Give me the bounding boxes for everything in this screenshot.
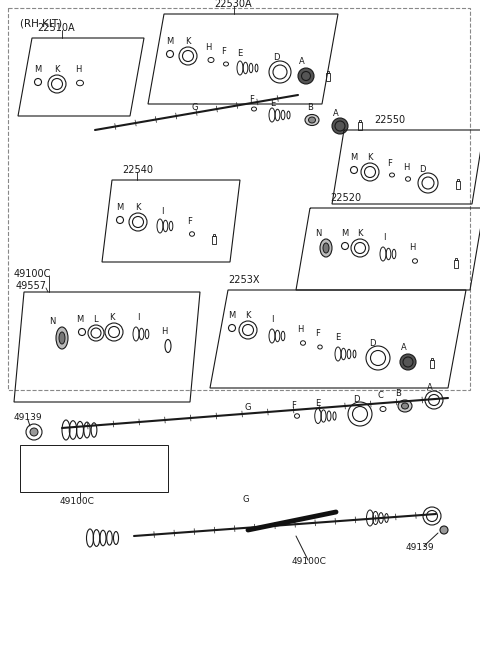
Circle shape (30, 428, 38, 436)
Text: (RH KIT): (RH KIT) (20, 18, 62, 28)
Text: F: F (387, 159, 393, 167)
Circle shape (440, 526, 448, 534)
Ellipse shape (401, 403, 408, 409)
Text: 49139: 49139 (406, 544, 434, 552)
Text: F: F (222, 47, 227, 56)
Circle shape (91, 328, 101, 338)
Circle shape (182, 51, 193, 62)
Text: G: G (192, 104, 198, 112)
Text: L: L (93, 316, 97, 325)
Circle shape (108, 327, 120, 337)
Text: A: A (333, 108, 339, 117)
Text: 22530A: 22530A (214, 0, 252, 9)
Text: E: E (336, 333, 341, 342)
Text: A: A (427, 384, 433, 392)
Text: E: E (238, 49, 242, 58)
Text: K: K (357, 230, 363, 239)
Text: M: M (116, 203, 124, 213)
Text: C: C (377, 392, 383, 401)
Text: M: M (35, 66, 42, 75)
Text: I: I (271, 316, 273, 325)
Text: A: A (401, 344, 407, 352)
Text: H: H (297, 325, 303, 335)
Text: M: M (341, 230, 348, 239)
Text: D: D (273, 54, 279, 62)
Circle shape (298, 68, 314, 84)
Circle shape (352, 407, 368, 422)
Text: H: H (75, 66, 81, 75)
Text: 49100C: 49100C (14, 269, 51, 279)
Text: G: G (245, 403, 251, 413)
Circle shape (427, 510, 437, 522)
Text: I: I (383, 234, 385, 243)
Text: 22550: 22550 (374, 115, 405, 125)
Text: K: K (245, 312, 251, 321)
Circle shape (273, 65, 287, 79)
Circle shape (335, 121, 345, 131)
Ellipse shape (320, 239, 332, 257)
Text: D: D (353, 396, 359, 405)
Text: B: B (395, 390, 401, 398)
Text: H: H (403, 163, 409, 171)
Text: F: F (250, 94, 254, 104)
Text: E: E (270, 98, 276, 108)
Circle shape (242, 325, 253, 335)
Circle shape (332, 118, 348, 134)
Circle shape (301, 72, 311, 81)
Ellipse shape (56, 327, 68, 349)
Ellipse shape (59, 332, 65, 344)
Text: K: K (109, 314, 115, 323)
Text: F: F (188, 218, 192, 226)
Text: H: H (409, 243, 415, 253)
Text: 49557: 49557 (16, 281, 47, 291)
Ellipse shape (305, 115, 319, 125)
Text: 22510A: 22510A (37, 23, 74, 33)
Text: 22540: 22540 (122, 165, 153, 175)
Circle shape (400, 354, 416, 370)
Text: I: I (161, 207, 163, 216)
Text: K: K (367, 154, 373, 163)
Text: 2253X: 2253X (228, 275, 260, 285)
Ellipse shape (323, 243, 329, 253)
Text: N: N (315, 230, 321, 239)
Text: 49100C: 49100C (292, 558, 327, 567)
Text: H: H (161, 327, 167, 337)
Circle shape (429, 394, 440, 405)
Circle shape (355, 243, 365, 253)
Circle shape (371, 350, 385, 365)
Text: D: D (419, 165, 425, 174)
Text: I: I (137, 314, 139, 323)
Text: M: M (350, 154, 358, 163)
Circle shape (51, 79, 62, 89)
Text: E: E (315, 400, 321, 409)
Text: D: D (369, 340, 375, 348)
Text: 49100C: 49100C (60, 497, 95, 506)
Text: K: K (135, 203, 141, 213)
Circle shape (422, 177, 434, 189)
Ellipse shape (398, 400, 412, 412)
Text: K: K (54, 66, 60, 75)
Text: 49139: 49139 (14, 413, 43, 422)
Text: M: M (167, 37, 174, 47)
Circle shape (403, 357, 413, 367)
Text: F: F (291, 401, 297, 411)
Ellipse shape (309, 117, 315, 123)
Text: G: G (243, 495, 249, 504)
Text: M: M (228, 312, 236, 321)
Text: H: H (205, 43, 211, 52)
Text: F: F (315, 329, 321, 338)
Text: K: K (185, 37, 191, 47)
Text: M: M (76, 316, 84, 325)
Text: 22520: 22520 (330, 193, 361, 203)
Circle shape (132, 216, 144, 228)
Text: N: N (49, 318, 55, 327)
Circle shape (364, 167, 375, 178)
Text: B: B (307, 104, 313, 112)
Text: A: A (299, 58, 305, 66)
